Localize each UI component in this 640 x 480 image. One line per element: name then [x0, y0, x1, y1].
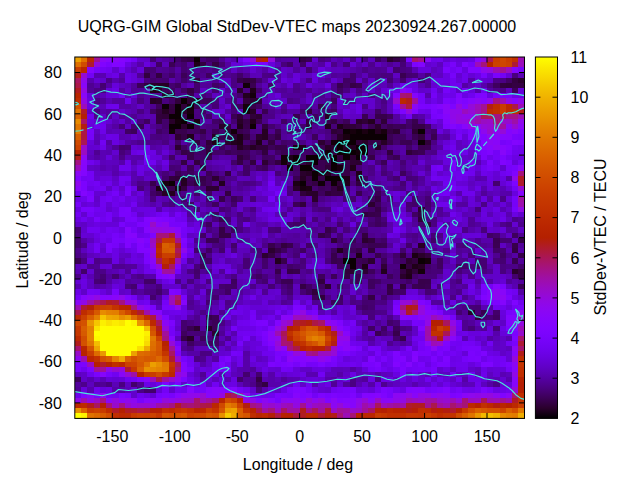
svg-text:-80: -80: [39, 395, 62, 412]
svg-text:60: 60: [44, 106, 62, 123]
svg-text:50: 50: [353, 428, 371, 445]
svg-text:9: 9: [571, 129, 580, 146]
svg-text:-100: -100: [159, 428, 191, 445]
svg-text:-20: -20: [39, 271, 62, 288]
svg-text:150: 150: [474, 428, 501, 445]
svg-text:UQRG-GIM Global StdDev-VTEC ma: UQRG-GIM Global StdDev-VTEC maps 2023092…: [78, 18, 517, 35]
svg-text:7: 7: [571, 209, 580, 226]
svg-text:80: 80: [44, 64, 62, 81]
svg-text:-40: -40: [39, 312, 62, 329]
svg-text:5: 5: [571, 290, 580, 307]
svg-text:2: 2: [571, 410, 580, 427]
svg-text:3: 3: [571, 370, 580, 387]
svg-text:0: 0: [295, 428, 304, 445]
svg-text:40: 40: [44, 147, 62, 164]
svg-text:100: 100: [411, 428, 438, 445]
svg-text:-150: -150: [96, 428, 128, 445]
svg-text:4: 4: [571, 330, 580, 347]
svg-text:Latitude / deg: Latitude / deg: [14, 192, 31, 289]
svg-text:0: 0: [53, 230, 62, 247]
svg-text:10: 10: [571, 89, 589, 106]
svg-text:11: 11: [571, 49, 588, 66]
svg-text:Longitude / deg: Longitude / deg: [243, 456, 353, 473]
svg-text:StdDev-VTEC / TECU: StdDev-VTEC / TECU: [592, 158, 609, 315]
svg-text:-60: -60: [39, 353, 62, 370]
svg-text:6: 6: [571, 250, 580, 267]
svg-text:-50: -50: [226, 428, 249, 445]
svg-text:8: 8: [571, 169, 580, 186]
svg-text:20: 20: [44, 188, 62, 205]
